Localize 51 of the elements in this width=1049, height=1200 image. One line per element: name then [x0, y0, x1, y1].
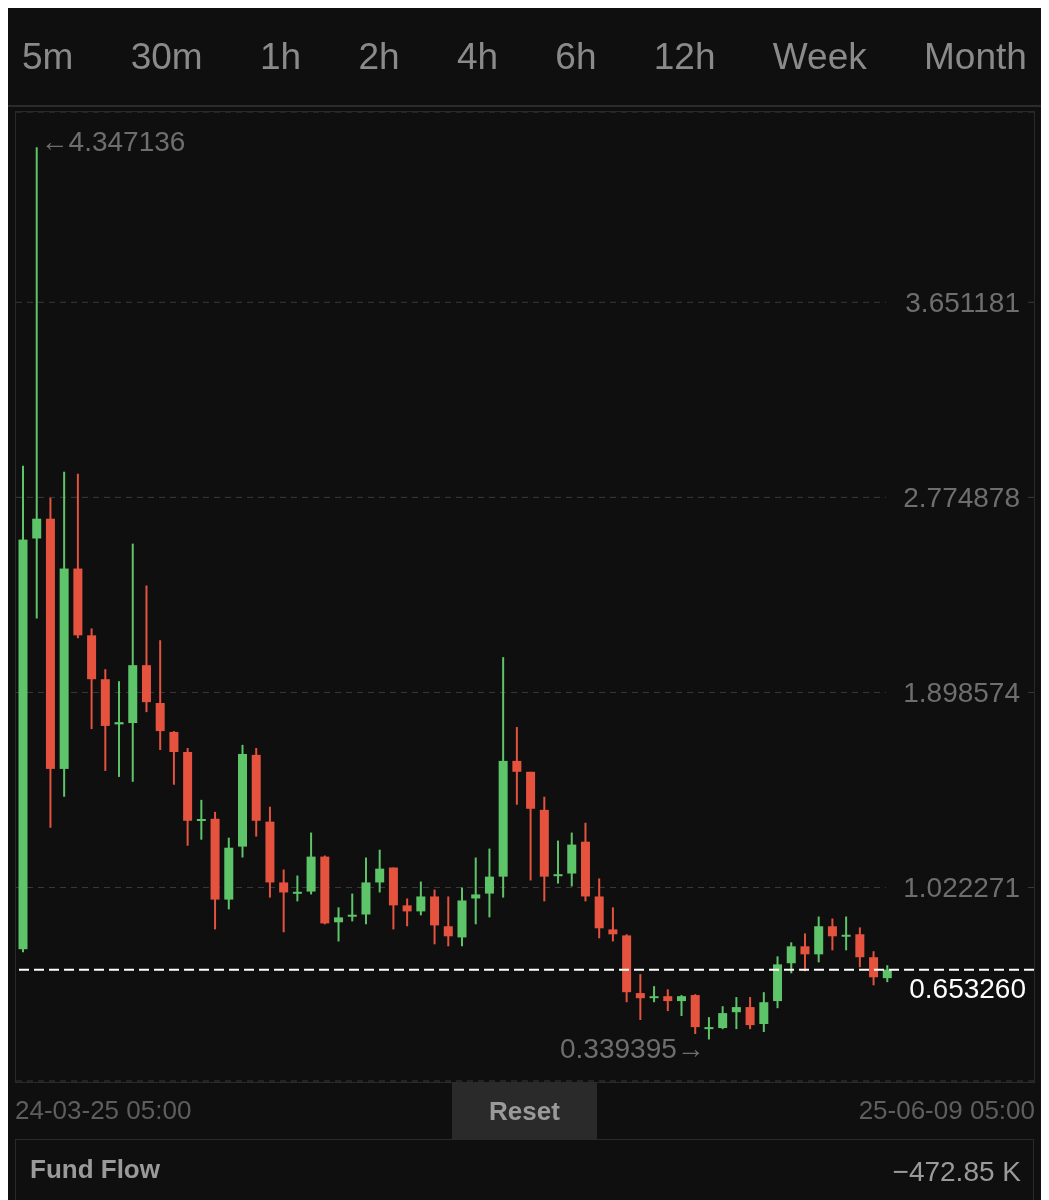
candlestick — [704, 1016, 714, 1041]
candlestick — [869, 950, 879, 987]
y-tick-label: 2.774878 — [903, 482, 1020, 514]
text: 12h — [653, 35, 716, 78]
candlestick — [677, 994, 686, 1017]
text: 5m — [22, 35, 74, 78]
candlestick — [827, 917, 837, 952]
candlestick — [196, 798, 206, 841]
text: Fund Flow — [30, 1154, 160, 1185]
candlestick — [375, 848, 385, 894]
candlestick — [663, 988, 673, 1013]
candlestick — [402, 897, 412, 928]
text: Week — [772, 35, 867, 78]
candlestick — [347, 892, 357, 923]
candlestick — [855, 926, 865, 969]
y-tick-label: 3.651181 — [905, 287, 1020, 319]
text: 6h — [555, 35, 597, 78]
text: 25-06-09 05:00 — [858, 1095, 1035, 1126]
annotation: 0.339395→ — [560, 1032, 705, 1064]
y-tick-label: 1.898574 — [903, 677, 1020, 709]
candlestick — [759, 991, 769, 1034]
candlestick — [416, 880, 426, 917]
candlestick — [718, 1005, 728, 1031]
y-tick-label: 1.022271 — [903, 872, 1020, 904]
text: 2h — [358, 35, 400, 78]
text: 1h — [259, 35, 302, 78]
candlestick — [841, 915, 851, 952]
candlestick — [471, 856, 481, 926]
candlestick — [334, 906, 344, 943]
candlestick — [279, 868, 289, 934]
annotation: ←4.347136 — [40, 126, 186, 158]
candlestick — [169, 730, 179, 786]
candlestick — [635, 973, 645, 1022]
candlestick — [608, 906, 618, 943]
candlestick — [292, 874, 302, 903]
text: 24-03-25 05:00 — [15, 1095, 192, 1126]
candlestick — [745, 996, 755, 1031]
text: 30m — [130, 35, 203, 78]
candlestick — [553, 839, 563, 885]
candlestick — [512, 726, 522, 806]
text: −472.85 K — [892, 1156, 1021, 1188]
text: Reset — [452, 1083, 597, 1139]
ref-line-label: 0.653260 — [909, 972, 1026, 1004]
text: 4h — [456, 35, 499, 78]
candlestick — [32, 146, 42, 620]
candlestick — [731, 996, 741, 1031]
candlestick — [114, 680, 124, 778]
candlestick — [484, 847, 494, 919]
candlestick — [786, 941, 796, 975]
candlestick — [443, 895, 453, 948]
text: Month — [924, 35, 1027, 78]
